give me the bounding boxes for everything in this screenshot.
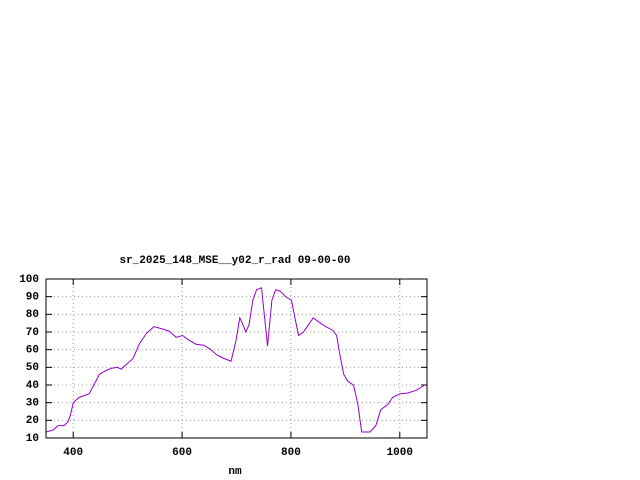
y-tick-label: 80 [26,309,39,321]
plot-border [45,278,428,439]
x-axis-label: nm [228,466,242,478]
y-tick-label: 90 [26,292,39,304]
x-tick-label: 800 [281,447,301,459]
x-tick-label: 600 [172,447,192,459]
x-tick-label: 1000 [387,447,413,459]
y-tick-label: 70 [26,327,39,339]
data-line [45,287,426,433]
y-tick-label: 60 [26,345,39,357]
x-tick-label: 400 [63,447,83,459]
y-tick-label: 40 [26,380,39,392]
y-tick-label: 100 [19,274,39,286]
chart-title: sr_2025_148_MSE__y02_r_rad 09-00-00 [119,255,350,267]
y-tick-label: 30 [26,398,39,410]
y-tick-label: 10 [26,433,39,445]
y-tick-label: 50 [26,362,39,374]
y-tick-label: 20 [26,415,39,427]
